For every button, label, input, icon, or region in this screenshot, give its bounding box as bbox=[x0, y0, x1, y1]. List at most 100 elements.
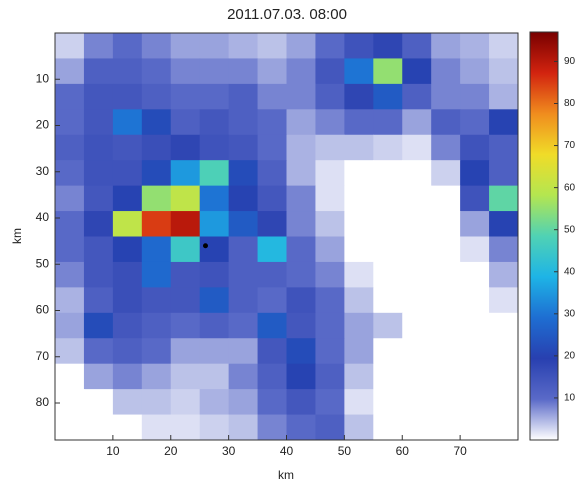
heatmap-cell bbox=[83, 312, 114, 339]
y-tick-label: 60 bbox=[36, 303, 50, 317]
heatmap-cell bbox=[83, 160, 114, 187]
heatmap-cell bbox=[489, 58, 518, 85]
heatmap-cell bbox=[257, 58, 287, 85]
heatmap-cell bbox=[315, 134, 345, 161]
heatmap-cell bbox=[112, 338, 143, 365]
heatmap-cell bbox=[199, 312, 230, 339]
heatmap-cell bbox=[344, 211, 374, 237]
heatmap-cell bbox=[170, 236, 201, 263]
heatmap-cell bbox=[228, 134, 259, 161]
heatmap-cell bbox=[315, 363, 345, 390]
heatmap-cell bbox=[141, 363, 172, 390]
heatmap-cell bbox=[373, 160, 403, 187]
heatmap-cell bbox=[431, 312, 461, 339]
heatmap-cell bbox=[83, 363, 114, 390]
heatmap-cell bbox=[373, 83, 403, 110]
heatmap-cell bbox=[373, 363, 403, 390]
heatmap-cell bbox=[199, 414, 230, 440]
heatmap-cell bbox=[170, 58, 201, 85]
heatmap-cell bbox=[228, 363, 259, 390]
heatmap-cell bbox=[460, 414, 490, 440]
heatmap-cell bbox=[141, 185, 172, 212]
heatmap-cell bbox=[141, 338, 172, 365]
y-tick-label: 70 bbox=[36, 349, 50, 363]
heatmap-cell bbox=[199, 287, 230, 314]
heatmap-cell bbox=[286, 338, 316, 365]
heatmap-cell bbox=[431, 211, 461, 237]
x-tick-label: 60 bbox=[396, 444, 410, 458]
heatmap-cell bbox=[460, 312, 490, 339]
heatmap-cell bbox=[344, 33, 374, 59]
heatmap-cell bbox=[228, 160, 259, 187]
heatmap-cell bbox=[431, 414, 461, 440]
colorbar-tick-label: 20 bbox=[564, 351, 576, 362]
colorbar: 10 20 30 40 50 60 70 80 90 bbox=[529, 31, 576, 441]
heatmap-cell bbox=[228, 33, 259, 59]
heatmap-cell bbox=[228, 185, 259, 212]
heatmap-cell bbox=[344, 389, 374, 416]
heatmap-cell bbox=[257, 389, 287, 416]
heatmap-cell bbox=[373, 338, 403, 365]
heatmap-cell bbox=[431, 160, 461, 187]
heatmap-cell bbox=[344, 338, 374, 365]
heatmap-cell bbox=[489, 83, 518, 110]
heatmap-cell bbox=[141, 236, 172, 263]
heatmap-cell bbox=[228, 83, 259, 110]
heatmap-cell bbox=[344, 261, 374, 288]
y-axis-label: km bbox=[10, 228, 24, 244]
heatmap-cell bbox=[402, 211, 432, 237]
heatmap-cell bbox=[112, 389, 143, 416]
heatmap-cell bbox=[83, 33, 114, 59]
heatmap-cell bbox=[170, 363, 201, 390]
heatmap-cell bbox=[344, 109, 374, 136]
heatmap-cell bbox=[315, 312, 345, 339]
heatmap-cell bbox=[55, 185, 85, 212]
heatmap-cell bbox=[315, 185, 345, 212]
heatmap-cell bbox=[83, 58, 114, 85]
heatmap-cell bbox=[315, 236, 345, 263]
heatmap-cell bbox=[228, 261, 259, 288]
heatmap-cell bbox=[55, 160, 85, 187]
heatmap-cell bbox=[170, 33, 201, 59]
heatmap-cell bbox=[489, 160, 518, 187]
heatmap-cell bbox=[257, 109, 287, 136]
heatmap-cell bbox=[431, 389, 461, 416]
heatmap-cell bbox=[228, 211, 259, 237]
heatmap-cell bbox=[55, 33, 85, 59]
heatmap-cell bbox=[112, 134, 143, 161]
heatmap-cell bbox=[286, 287, 316, 314]
heatmap-cell bbox=[55, 58, 85, 85]
heatmap-cell bbox=[257, 185, 287, 212]
heatmap-cell bbox=[83, 236, 114, 263]
y-tick-label: 20 bbox=[36, 118, 50, 132]
heatmap-cell bbox=[141, 389, 172, 416]
heatmap-cell bbox=[373, 211, 403, 237]
heatmap-cell bbox=[373, 185, 403, 212]
heatmap-cell bbox=[286, 414, 316, 440]
heatmap-cell bbox=[315, 261, 345, 288]
heatmap-cell bbox=[460, 109, 490, 136]
heatmap-cell bbox=[112, 261, 143, 288]
heatmap-cell bbox=[199, 236, 230, 263]
heatmap-cell bbox=[257, 312, 287, 339]
heatmap-cell bbox=[373, 414, 403, 440]
heatmap-cell bbox=[286, 185, 316, 212]
heatmap-cell bbox=[199, 389, 230, 416]
heatmap-cell bbox=[112, 185, 143, 212]
heatmap-cell bbox=[431, 109, 461, 136]
heatmap-cell bbox=[489, 211, 518, 237]
heatmap-cell bbox=[373, 58, 403, 85]
marker bbox=[202, 243, 208, 249]
heatmap-cell bbox=[141, 211, 172, 237]
heatmap-cell bbox=[83, 185, 114, 212]
x-tick-label: 50 bbox=[338, 444, 352, 458]
heatmap-cell bbox=[402, 414, 432, 440]
y-tick-label: 80 bbox=[36, 395, 50, 409]
heatmap-cell bbox=[228, 389, 259, 416]
heatmap-cell bbox=[373, 389, 403, 416]
heatmap-cell bbox=[402, 33, 432, 59]
heatmap-cell bbox=[286, 236, 316, 263]
heatmap-cell bbox=[460, 261, 490, 288]
heatmap-cell bbox=[83, 134, 114, 161]
heatmap-cell bbox=[460, 363, 490, 390]
